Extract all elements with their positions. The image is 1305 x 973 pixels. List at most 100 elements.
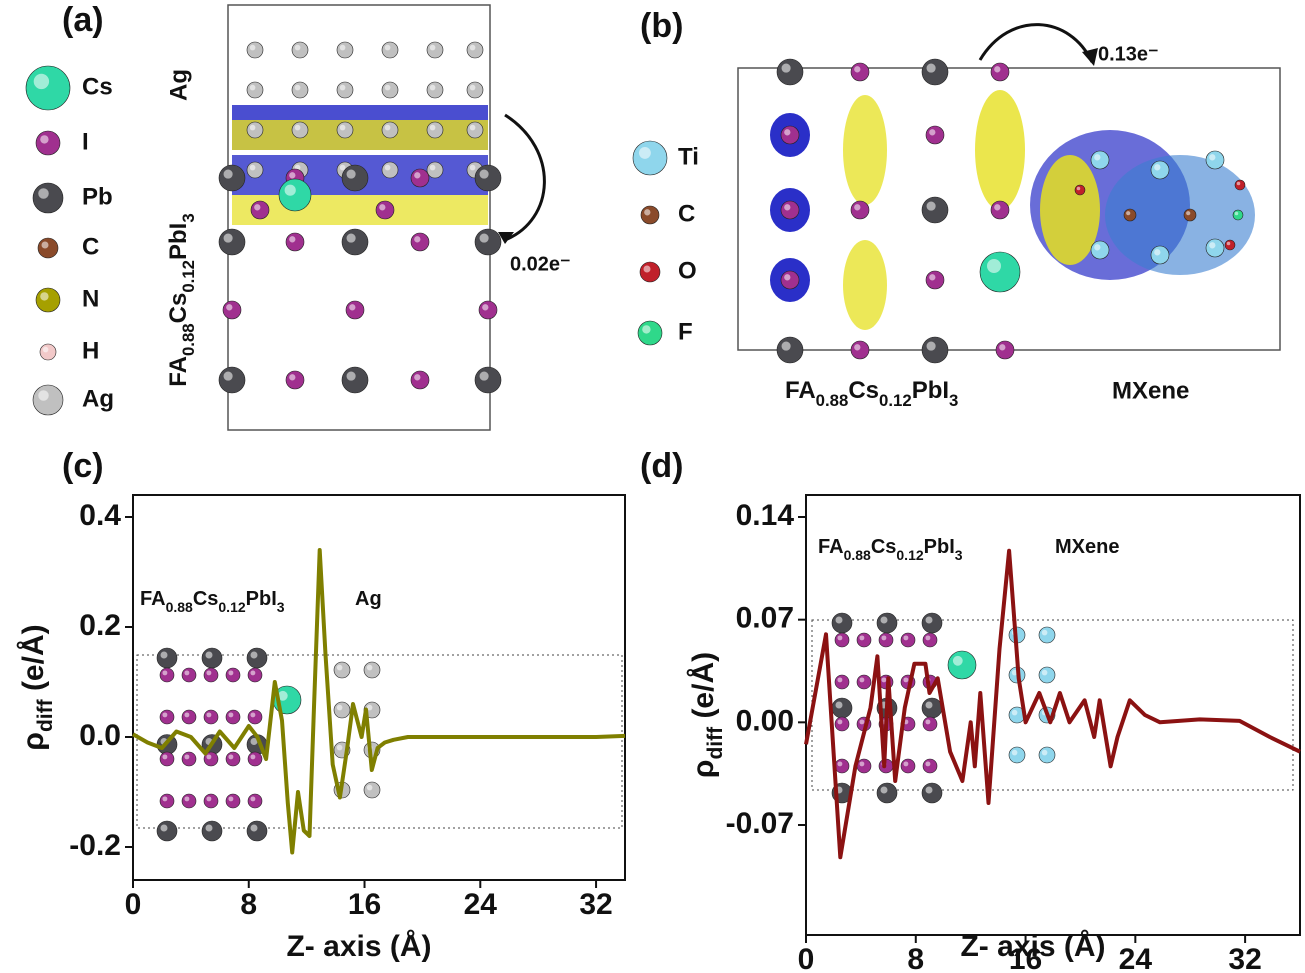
atom-highlight xyxy=(835,701,843,709)
text-part: PbI xyxy=(912,377,949,404)
atom-highlight xyxy=(1041,629,1048,636)
text-part: Cs xyxy=(193,588,219,610)
atom xyxy=(1123,208,1137,222)
structure-b xyxy=(737,23,1281,351)
atom-highlight xyxy=(162,712,168,718)
atom-highlight xyxy=(1011,749,1018,756)
atom xyxy=(900,758,916,774)
atom-highlight xyxy=(854,66,861,73)
atom-highlight xyxy=(38,390,49,401)
atom xyxy=(1205,238,1225,258)
atom-highlight xyxy=(469,84,476,91)
text-part: 0.88 xyxy=(844,547,871,563)
y-tick-label: 0.00 xyxy=(736,704,794,737)
text-part: 3 xyxy=(277,599,285,615)
atom xyxy=(1205,150,1225,170)
atom xyxy=(410,232,430,252)
plot-frame xyxy=(805,494,1301,936)
atom-highlight xyxy=(366,704,373,711)
atom xyxy=(222,300,242,320)
atom xyxy=(426,41,444,59)
atom-highlight xyxy=(379,204,386,211)
atom-highlight xyxy=(1011,709,1018,716)
atom-highlight xyxy=(929,129,936,136)
atom xyxy=(834,758,850,774)
atom xyxy=(990,200,1010,220)
atom-highlight xyxy=(859,719,865,725)
atom-highlight xyxy=(469,44,476,51)
atom xyxy=(990,62,1010,82)
atom xyxy=(25,65,71,111)
atom xyxy=(345,300,365,320)
atom-highlight xyxy=(925,719,931,725)
atom xyxy=(637,320,663,346)
atom-highlight xyxy=(1041,669,1048,676)
atom-highlight xyxy=(250,796,256,802)
x-axis-label: Z- axis (Å) xyxy=(286,930,431,963)
x-tick-label: 8 xyxy=(907,943,924,973)
atom xyxy=(850,340,870,360)
atom xyxy=(201,820,223,842)
atom-highlight xyxy=(250,738,258,745)
structure-a xyxy=(227,4,491,431)
text-part: (e/Å) xyxy=(17,624,50,699)
atom-highlight xyxy=(206,670,212,676)
atom-highlight xyxy=(205,824,213,832)
atom xyxy=(1183,208,1197,222)
atom xyxy=(921,336,949,364)
atom-highlight xyxy=(226,304,233,311)
atom xyxy=(225,667,241,683)
atom-highlight xyxy=(228,754,234,760)
atom-highlight xyxy=(880,786,888,794)
atom-highlight xyxy=(289,374,296,381)
legend-label: Pb xyxy=(82,183,113,210)
atom-highlight xyxy=(40,135,49,144)
atom xyxy=(925,125,945,145)
atom-highlight xyxy=(384,84,391,91)
atom-highlight xyxy=(184,796,190,802)
atom-highlight xyxy=(479,233,489,243)
text-part: diff xyxy=(34,698,57,732)
atom xyxy=(156,820,178,842)
x-tick-label: 32 xyxy=(579,888,612,921)
x-tick-label: 32 xyxy=(1228,943,1261,973)
atom-highlight xyxy=(837,761,843,767)
atom xyxy=(341,228,369,256)
atom xyxy=(218,228,246,256)
atom-highlight xyxy=(336,664,343,671)
atom-highlight xyxy=(162,754,168,760)
atom xyxy=(410,168,430,188)
atom-highlight xyxy=(925,761,931,767)
atom-highlight xyxy=(903,761,909,767)
legend-label: F xyxy=(678,318,693,345)
atom-highlight xyxy=(289,172,296,179)
atom xyxy=(247,751,263,767)
atom xyxy=(979,251,1021,293)
atom xyxy=(878,632,894,648)
atom-highlight xyxy=(929,274,936,281)
atom xyxy=(876,782,898,804)
atom-highlight xyxy=(228,712,234,718)
atom-highlight xyxy=(414,374,421,381)
atom-highlight xyxy=(469,164,476,171)
atom-highlight xyxy=(223,233,233,243)
atom xyxy=(856,674,872,690)
data-line xyxy=(132,548,626,855)
annotation: FA0.88Cs0.12PbI3 xyxy=(140,588,285,614)
atom-highlight xyxy=(206,796,212,802)
text-part: 0.88 xyxy=(179,323,198,356)
atom-highlight xyxy=(294,84,301,91)
x-tick-label: 0 xyxy=(798,943,815,973)
atom xyxy=(426,161,444,179)
atom-highlight xyxy=(994,66,1001,73)
atom xyxy=(285,232,305,252)
atom-highlight xyxy=(249,164,256,171)
atom xyxy=(363,661,381,679)
atom xyxy=(333,701,351,719)
legend-label: O xyxy=(678,257,697,284)
y-tick-label: 0.07 xyxy=(736,602,794,635)
atom xyxy=(780,270,800,290)
atom-highlight xyxy=(339,84,346,91)
atom-highlight xyxy=(925,635,931,641)
